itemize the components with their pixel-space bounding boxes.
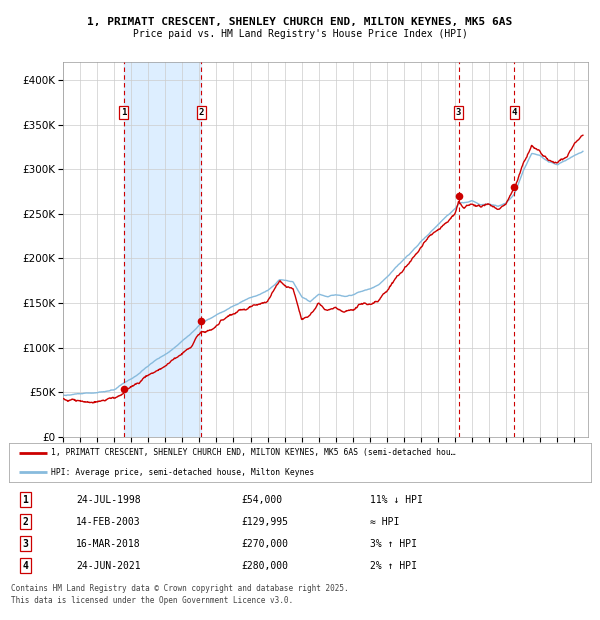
Text: 4: 4 bbox=[512, 108, 517, 117]
Text: 1: 1 bbox=[121, 108, 126, 117]
Text: 1, PRIMATT CRESCENT, SHENLEY CHURCH END, MILTON KEYNES, MK5 6AS: 1, PRIMATT CRESCENT, SHENLEY CHURCH END,… bbox=[88, 17, 512, 27]
Text: £270,000: £270,000 bbox=[242, 539, 289, 549]
Text: £280,000: £280,000 bbox=[242, 560, 289, 570]
Text: 2% ↑ HPI: 2% ↑ HPI bbox=[370, 560, 417, 570]
Text: 4: 4 bbox=[22, 560, 28, 570]
Text: Contains HM Land Registry data © Crown copyright and database right 2025.: Contains HM Land Registry data © Crown c… bbox=[11, 584, 349, 593]
Text: This data is licensed under the Open Government Licence v3.0.: This data is licensed under the Open Gov… bbox=[11, 596, 293, 606]
Text: 3: 3 bbox=[22, 539, 28, 549]
Text: Price paid vs. HM Land Registry's House Price Index (HPI): Price paid vs. HM Land Registry's House … bbox=[133, 29, 467, 38]
Bar bbox=[124, 62, 202, 437]
Text: £54,000: £54,000 bbox=[242, 495, 283, 505]
Text: 24-JUL-1998: 24-JUL-1998 bbox=[76, 495, 140, 505]
Text: ≈ HPI: ≈ HPI bbox=[370, 516, 399, 526]
Text: £129,995: £129,995 bbox=[242, 516, 289, 526]
Text: HPI: Average price, semi-detached house, Milton Keynes: HPI: Average price, semi-detached house,… bbox=[51, 467, 314, 477]
Text: 24-JUN-2021: 24-JUN-2021 bbox=[76, 560, 140, 570]
Text: 14-FEB-2003: 14-FEB-2003 bbox=[76, 516, 140, 526]
Text: 2: 2 bbox=[22, 516, 28, 526]
Text: 2: 2 bbox=[199, 108, 204, 117]
Text: 3: 3 bbox=[456, 108, 461, 117]
Text: 11% ↓ HPI: 11% ↓ HPI bbox=[370, 495, 423, 505]
Text: 1, PRIMATT CRESCENT, SHENLEY CHURCH END, MILTON KEYNES, MK5 6AS (semi-detached h: 1, PRIMATT CRESCENT, SHENLEY CHURCH END,… bbox=[51, 448, 455, 458]
Text: 1: 1 bbox=[22, 495, 28, 505]
Text: 3% ↑ HPI: 3% ↑ HPI bbox=[370, 539, 417, 549]
Text: 16-MAR-2018: 16-MAR-2018 bbox=[76, 539, 140, 549]
